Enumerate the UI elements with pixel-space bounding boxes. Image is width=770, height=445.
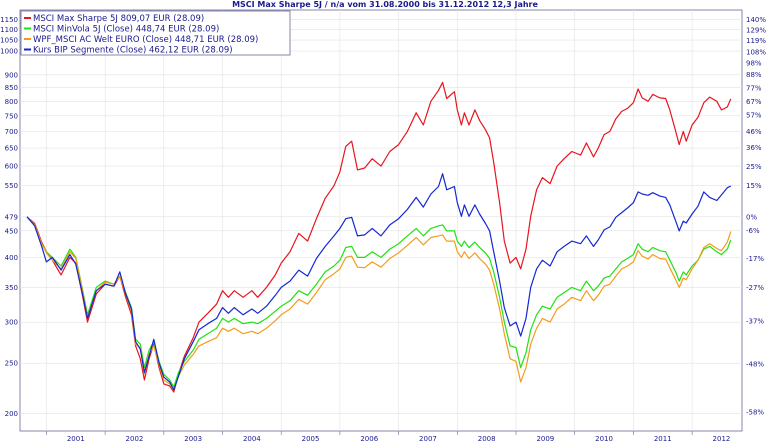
y-tick-label-right: 108% [746, 48, 766, 56]
tick-layer: 200 250 300 350 400 450 479 550 600 650 700 750 800 8… [0, 16, 766, 443]
chart-title: MSCI Max Sharpe 5J / n/a vom 31.08.2000 … [232, 0, 538, 9]
y-tick-label-left: 900 [5, 71, 18, 79]
y-tick-label-right: 98% [746, 59, 762, 67]
y-tick-label-left: 450 [5, 227, 18, 235]
y-tick-label-left: 750 [5, 112, 18, 120]
y-tick-label-left: 700 [5, 128, 18, 136]
y-tick-label-right: 15% [746, 182, 762, 190]
series-line-1 [26, 216, 732, 388]
y-tick-label-right: 129% [746, 27, 766, 35]
y-tick-label-left: 1100 [0, 26, 18, 34]
y-tick-label-right: 46% [746, 128, 762, 136]
y-tick-label-left: 650 [5, 145, 18, 153]
y-tick-label-left: 400 [5, 254, 18, 262]
x-tick-label: 2008 [478, 435, 496, 443]
y-tick-label-right: 119% [746, 37, 766, 45]
series-layer [26, 81, 732, 393]
legend-entry: Kurs BIP Segmente (Close) 462,12 EUR (28… [33, 46, 233, 56]
legend-entry: MSCI Max Sharpe 5J 809,07 EUR (28.09) [33, 14, 204, 24]
y-tick-label-right: -27% [746, 284, 764, 292]
x-tick-label: 2004 [243, 435, 261, 443]
x-tick-label: 2006 [360, 435, 378, 443]
y-tick-label-right: -17% [746, 255, 764, 263]
y-tick-label-right: 140% [746, 16, 766, 24]
y-tick-label-right: 77% [746, 85, 762, 93]
y-tick-label-right: -48% [746, 361, 764, 369]
x-tick-label: 2003 [184, 435, 202, 443]
y-tick-label-left: 1000 [0, 48, 18, 56]
legend-box [20, 10, 291, 56]
x-tick-label: 2007 [419, 435, 437, 443]
y-tick-label-right: 25% [746, 163, 762, 171]
x-tick-label: 2009 [536, 435, 554, 443]
y-tick-label-right: -37% [746, 317, 764, 325]
y-tick-label-left: 300 [5, 319, 18, 327]
y-tick-label-left: 800 [5, 98, 18, 106]
x-tick-label: 2011 [654, 435, 672, 443]
y-tick-label-left: 600 [5, 163, 18, 171]
y-tick-label-right: -6% [746, 227, 760, 235]
x-tick-label: 2012 [713, 435, 731, 443]
y-tick-label-right: 57% [746, 112, 762, 120]
y-tick-label-left: 200 [5, 410, 18, 418]
y-tick-label-left: 1050 [0, 37, 18, 45]
y-tick-label-left: 1150 [0, 16, 18, 24]
legend-entry: MSCI MinVola 5J (Close) 448,74 EUR (28.0… [33, 25, 219, 35]
legend: MSCI Max Sharpe 5J 809,07 EUR (28.09)MSC… [20, 10, 291, 56]
y-tick-label-right: 88% [746, 71, 762, 79]
y-tick-label-left: 350 [5, 284, 18, 292]
y-tick-label-left: 479 [5, 213, 18, 221]
x-tick-label: 2001 [67, 435, 85, 443]
x-tick-label: 2002 [126, 435, 144, 443]
y-tick-label-right: 0% [746, 213, 757, 221]
series-line-0 [26, 81, 732, 393]
y-tick-label-right: 67% [746, 98, 762, 106]
x-tick-label: 2005 [302, 435, 320, 443]
x-tick-label: 2010 [595, 435, 613, 443]
y-tick-label-left: 250 [5, 360, 18, 368]
y-tick-label-left: 550 [5, 182, 18, 190]
series-line-3 [26, 173, 732, 391]
y-tick-label-right: 36% [746, 144, 762, 152]
y-tick-label-left: 850 [5, 84, 18, 92]
y-tick-label-right: -58% [746, 409, 764, 417]
legend-entry: WPF_MSCI AC Welt EURO (Close) 448,71 EUR… [33, 35, 258, 45]
